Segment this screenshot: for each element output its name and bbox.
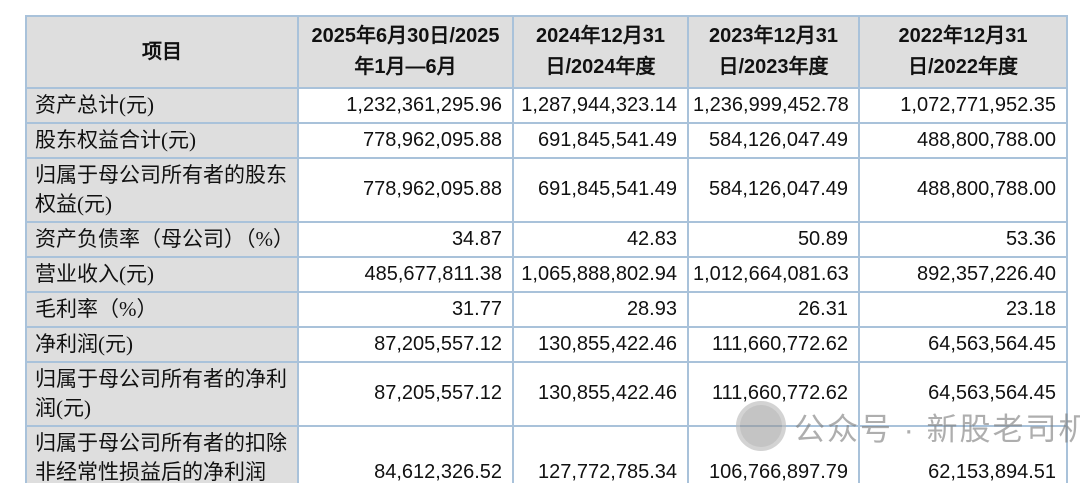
cell-value: 130,855,422.46 (512, 325, 689, 363)
cell-value: 87,205,557.12 (297, 360, 514, 427)
cell-value: 1,065,888,802.94 (512, 255, 689, 293)
row-label: 股东权益合计(元) (25, 121, 299, 159)
cell-value: 1,287,944,323.14 (512, 87, 689, 124)
table-row: 归属于母公司所有者的净利润(元) 87,205,557.12 130,855,422… (25, 360, 1068, 427)
cell-value: 584,126,047.49 (687, 156, 860, 223)
cell-value: 23.18 (858, 290, 1068, 328)
row-label: 归属于母公司所有者的扣除非经常性损益后的净利润(元) (25, 424, 299, 483)
table-row: 资产总计(元) 1,232,361,295.96 1,287,944,323.14 1… (25, 87, 1068, 124)
header-row: 项目 2025年6月30日/2025年1月—6月 2024年12月31日/202… (25, 15, 1068, 89)
cell-value: 1,232,361,295.96 (297, 87, 514, 124)
cell-value: 584,126,047.49 (687, 121, 860, 159)
table-row: 资产负债率（母公司）（%） 34.87 42.83 50.89 53.36 (25, 220, 1068, 258)
column-header-item: 项目 (25, 15, 299, 89)
cell-value: 62,153,894.51 (858, 424, 1068, 483)
cell-value: 485,677,811.38 (297, 255, 514, 293)
cell-value: 64,563,564.45 (858, 360, 1068, 427)
cell-value: 892,357,226.40 (858, 255, 1068, 293)
table-row: 净利润(元) 87,205,557.12 130,855,422.46 111,660… (25, 325, 1068, 363)
cell-value: 42.83 (512, 220, 689, 258)
table-row: 归属于母公司所有者的扣除非经常性损益后的净利润(元)84,612,326.521… (25, 424, 1068, 483)
column-header-2025: 2025年6月30日/2025年1月—6月 (297, 15, 514, 89)
row-label: 资产总计(元) (25, 87, 299, 124)
cell-value: 778,962,095.88 (297, 121, 514, 159)
cell-value: 1,012,664,081.63 (687, 255, 860, 293)
cell-value: 691,845,541.49 (512, 121, 689, 159)
cell-value: 691,845,541.49 (512, 156, 689, 223)
cell-value: 1,072,771,952.35 (858, 87, 1068, 124)
cell-value: 53.36 (858, 220, 1068, 258)
table-row: 营业收入(元) 485,677,811.38 1,065,888,802.94 1,0… (25, 255, 1068, 293)
column-header-2024: 2024年12月31日/2024年度 (512, 15, 689, 89)
financial-summary-table: 项目 2025年6月30日/2025年1月—6月 2024年12月31日/202… (25, 15, 1068, 483)
cell-value: 130,855,422.46 (512, 360, 689, 427)
column-header-2023: 2023年12月31日/2023年度 (687, 15, 860, 89)
cell-value: 87,205,557.12 (297, 325, 514, 363)
cell-value: 84,612,326.52 (297, 424, 514, 483)
cell-value: 778,962,095.88 (297, 156, 514, 223)
table-row: 毛利率（%） 31.77 28.93 26.31 23.18 (25, 290, 1068, 328)
cell-value: 26.31 (687, 290, 860, 328)
table-row: 归属于母公司所有者的股东权益(元) 778,962,095.88 691,845,5… (25, 156, 1068, 223)
cell-value: 50.89 (687, 220, 860, 258)
row-label: 归属于母公司所有者的净利润(元) (25, 360, 299, 427)
row-label: 毛利率（%） (25, 290, 299, 328)
row-label: 归属于母公司所有者的股东权益(元) (25, 156, 299, 223)
cell-value: 31.77 (297, 290, 514, 328)
cell-value: 111,660,772.62 (687, 360, 860, 427)
cell-value: 111,660,772.62 (687, 325, 860, 363)
row-label: 营业收入(元) (25, 255, 299, 293)
cell-value: 488,800,788.00 (858, 121, 1068, 159)
cell-value: 64,563,564.45 (858, 325, 1068, 363)
cell-value: 34.87 (297, 220, 514, 258)
cell-value: 488,800,788.00 (858, 156, 1068, 223)
row-label: 资产负债率（母公司）（%） (25, 220, 299, 258)
column-header-2022: 2022年12月31日/2022年度 (858, 15, 1068, 89)
cell-value: 28.93 (512, 290, 689, 328)
cell-value: 127,772,785.34 (512, 424, 689, 483)
cell-value: 106,766,897.79 (687, 424, 860, 483)
cell-value: 1,236,999,452.78 (687, 87, 860, 124)
row-label: 净利润(元) (25, 325, 299, 363)
table-row: 股东权益合计(元) 778,962,095.88 691,845,541.49 584… (25, 121, 1068, 159)
